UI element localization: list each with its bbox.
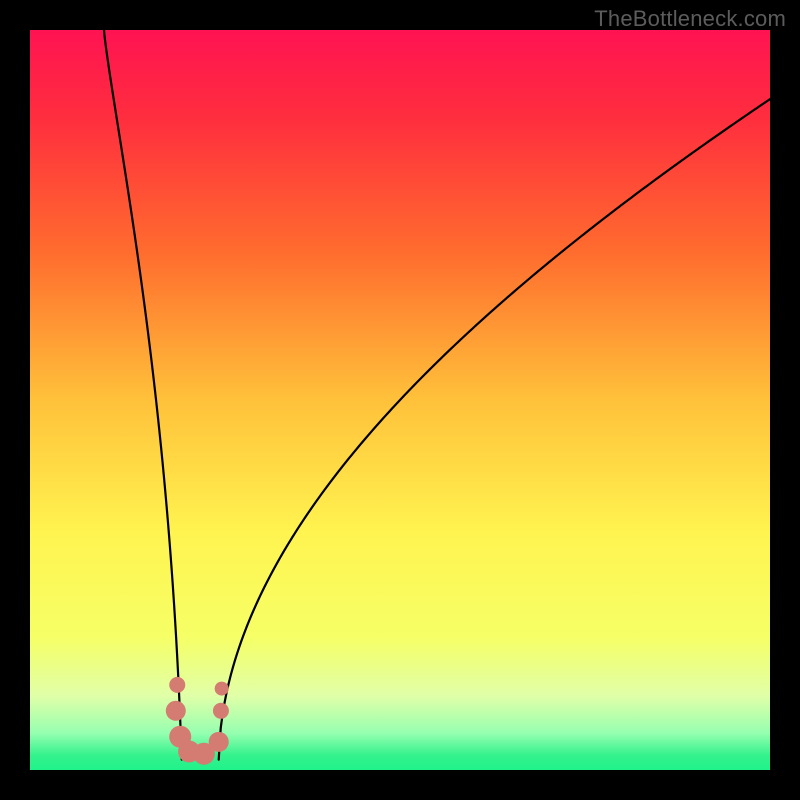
curve-overlay	[0, 0, 800, 800]
valley-marker-7	[215, 682, 229, 696]
valley-marker-5	[209, 732, 229, 752]
valley-marker-1	[166, 701, 186, 721]
valley-marker-0	[169, 677, 185, 693]
chart-stage: TheBottleneck.com	[0, 0, 800, 800]
watermark-text: TheBottleneck.com	[594, 6, 786, 32]
left-curve	[104, 30, 182, 760]
right-curve	[219, 89, 785, 759]
valley-marker-6	[213, 703, 229, 719]
